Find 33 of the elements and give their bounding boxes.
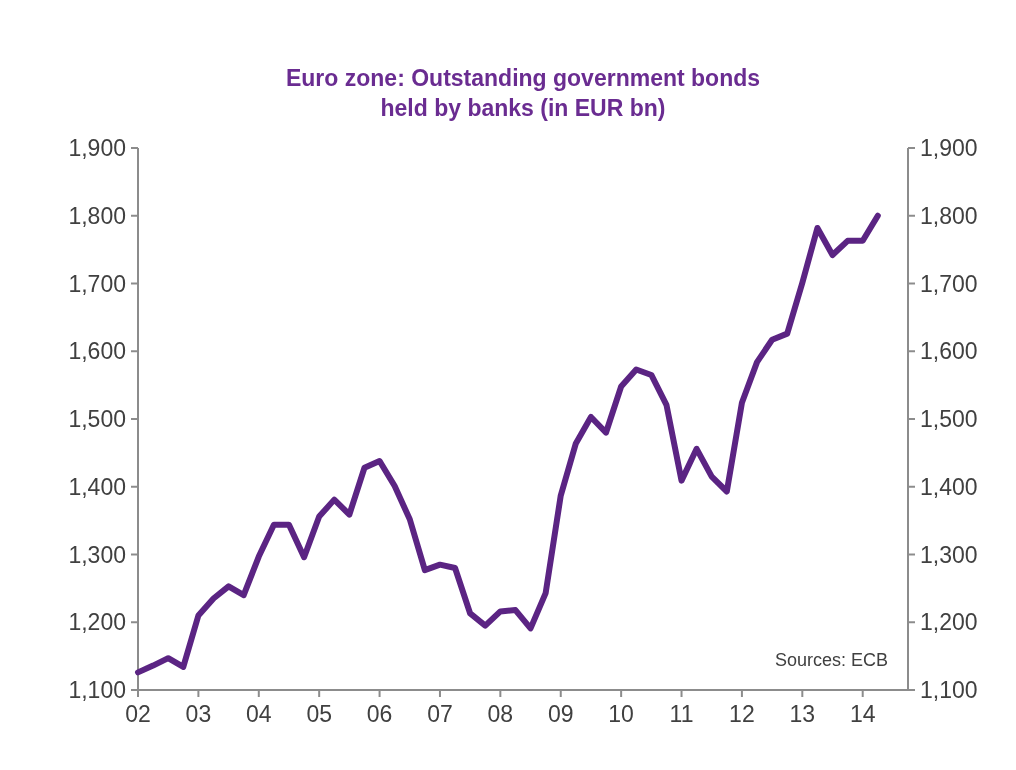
y-tick-label: 1,300 [68, 541, 126, 568]
x-tick-label: 08 [487, 701, 514, 727]
y2-tick-label: 1,100 [920, 677, 978, 704]
x-tick-label: 04 [245, 701, 272, 727]
y-tick-label: 1,100 [68, 677, 126, 704]
chart-title: Euro zone: Outstanding government bonds held by banks (in EUR bn) [285, 65, 761, 121]
y-tick-label: 1,900 [68, 135, 126, 162]
x-tick-label: 10 [608, 701, 634, 727]
y2-tick-label: 1,300 [920, 541, 978, 568]
y2-tick-label: 1,600 [920, 338, 978, 365]
x-tick-label: 13 [789, 701, 816, 727]
x-tick-label: 12 [729, 701, 755, 727]
x-tick-label: 09 [547, 701, 574, 727]
y2-tick-label: 1,800 [920, 202, 978, 229]
x-tick-label: 07 [427, 701, 453, 727]
x-tick-label: 11 [669, 701, 694, 727]
x-tick-label: 06 [366, 701, 393, 727]
y-tick-label: 1,800 [68, 202, 126, 229]
annotation: Sources: ECB [774, 650, 888, 670]
y2-tick-label: 1,900 [920, 135, 978, 162]
y-tick-label: 1,600 [68, 338, 126, 365]
y2-tick-label: 1,200 [920, 609, 978, 636]
y-tick-label: 1,500 [68, 406, 126, 433]
y2-tick-label: 1,400 [920, 473, 978, 500]
y-tick-label: 1,700 [68, 270, 126, 297]
x-tick-label: 05 [306, 701, 332, 727]
y2-tick-label: 1,700 [920, 270, 978, 297]
x-tick-label: 02 [125, 701, 151, 727]
y-tick-label: 1,400 [68, 473, 126, 500]
x-tick-label: 03 [185, 701, 212, 727]
y-tick-label: 1,200 [68, 609, 126, 636]
y2-tick-label: 1,500 [920, 406, 978, 433]
x-tick-label: 14 [849, 701, 876, 727]
